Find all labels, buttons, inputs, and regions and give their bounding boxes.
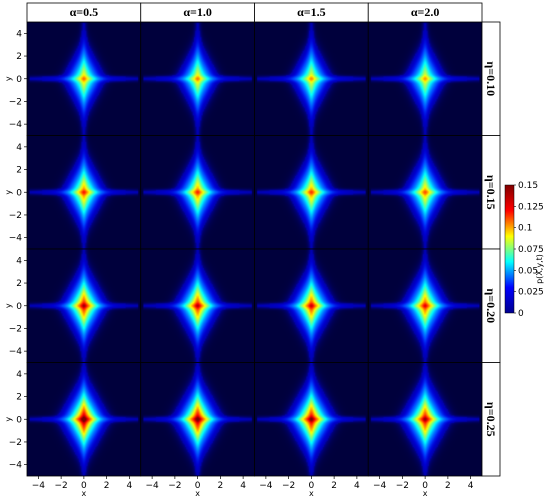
row-label: η=0.20 <box>484 288 498 323</box>
y-axis-label: y <box>4 190 13 195</box>
colorbar-bar <box>504 184 515 314</box>
heatmap-panel <box>254 362 369 476</box>
y-tick-label: 0 <box>16 188 22 198</box>
heatmap-panel <box>27 135 141 249</box>
x-tick-label: 0 <box>195 481 201 491</box>
y-tick-label: 0 <box>16 75 22 85</box>
colorbar-label: p(X,y,t) <box>535 254 544 284</box>
y-tick-label: −2 <box>9 211 22 221</box>
y-tick-label: 2 <box>16 52 22 62</box>
x-tick-label: −2 <box>54 481 67 491</box>
y-tick-label: −4 <box>9 234 23 244</box>
y-tick-label: −4 <box>9 347 23 357</box>
column-header-label: α=2.0 <box>411 5 440 19</box>
heatmap-panel <box>254 249 369 363</box>
row-label-box <box>481 362 501 477</box>
x-tick-label: −4 <box>32 481 46 491</box>
x-axis-label: x <box>309 489 314 497</box>
y-tick-label: −4 <box>9 461 23 471</box>
x-axis-label: x <box>195 489 200 497</box>
y-axis-label: y <box>4 303 13 308</box>
y-tick-label: 4 <box>16 370 22 380</box>
x-tick-label: 4 <box>468 481 474 491</box>
row-label: η=0.10 <box>484 61 498 96</box>
x-tick-label: 2 <box>218 481 224 491</box>
x-tick-label: −2 <box>396 481 409 491</box>
x-tick-label: 2 <box>104 481 110 491</box>
column-header-label: α=1.5 <box>297 5 326 19</box>
y-tick-label: 0 <box>16 302 22 312</box>
heatmap-panel <box>27 22 141 136</box>
column-headers: α=0.5 α=1.0 α=1.5 α=2.0 <box>26 2 483 23</box>
column-header-label: α=1.0 <box>183 5 212 19</box>
colorbar-tick-label: 0.125 <box>518 202 544 212</box>
heatmap-panel <box>368 22 482 136</box>
colorbar-tick-label: 0.025 <box>518 288 544 298</box>
y-tick-label: 2 <box>16 166 22 176</box>
heatmap-panel <box>140 22 255 136</box>
y-axis: −4 −2 0 2 4 y −4 −2 0 2 4 y −4 −2 0 2 4 y −4 −2 0 2 4 y <box>4 29 27 471</box>
y-tick-label: 2 <box>16 393 22 403</box>
x-axis-label: x <box>82 489 87 497</box>
heatmap-panel <box>368 249 482 363</box>
y-tick-label: 4 <box>16 256 22 266</box>
heatmap-panel <box>368 362 482 476</box>
x-tick-label: 2 <box>331 481 337 491</box>
row-label: η=0.25 <box>484 402 498 437</box>
colorbar-tick-label: 0.15 <box>518 181 538 191</box>
x-tick-label: 0 <box>81 481 87 491</box>
heatmap-panel <box>140 135 255 249</box>
x-tick-label: 0 <box>309 481 315 491</box>
y-tick-label: 0 <box>16 415 22 425</box>
x-tick-label: −4 <box>145 481 159 491</box>
heatmap-panel <box>140 362 255 476</box>
row-labels: η=0.10 η=0.15 η=0.20 η=0.25 <box>481 21 501 477</box>
heatmap-panel <box>368 135 482 249</box>
panel-grid <box>26 21 483 477</box>
x-tick-label: 4 <box>127 481 133 491</box>
heatmap-panel <box>254 135 369 249</box>
heatmap-panel <box>254 22 369 136</box>
y-tick-label: −4 <box>9 120 23 130</box>
colorbar-tick-label: 0 <box>518 309 524 319</box>
x-tick-label: −4 <box>259 481 273 491</box>
y-tick-label: 4 <box>16 143 22 153</box>
heatmap-panel <box>27 249 141 363</box>
y-tick-label: −2 <box>9 438 22 448</box>
y-tick-label: 2 <box>16 279 22 289</box>
colorbar-tick-label: 0.075 <box>518 245 544 255</box>
x-tick-label: 0 <box>422 481 428 491</box>
heatmap-panel <box>27 362 141 476</box>
y-axis-label: y <box>4 417 13 422</box>
x-tick-label: 2 <box>445 481 451 491</box>
x-tick-label: −2 <box>282 481 295 491</box>
x-tick-label: 4 <box>354 481 360 491</box>
x-tick-label: −2 <box>168 481 181 491</box>
x-axis-label: x <box>423 489 428 497</box>
y-tick-label: 4 <box>16 29 22 39</box>
row-label: η=0.15 <box>484 175 498 210</box>
column-header-box <box>367 2 483 23</box>
colorbar-tick-label: 0.1 <box>518 224 532 234</box>
heatmap-panel <box>140 249 255 363</box>
column-header-label: α=0.5 <box>70 5 99 19</box>
y-tick-label: −2 <box>9 97 22 107</box>
colorbar-tick-label: 0.05 <box>518 266 538 276</box>
colorbar: 0.15 0.125 0.1 0.075 0.05 0.025 0 p(X,y,t) <box>504 181 544 319</box>
x-tick-label: −4 <box>373 481 387 491</box>
x-axis: −4 −2 0 2 4 x −4 −2 0 2 4 x −4 −2 0 2 4 x −4 −2 0 2 4 x <box>32 476 474 497</box>
y-axis-label: y <box>4 76 13 81</box>
x-tick-label: 4 <box>240 481 246 491</box>
y-tick-label: −2 <box>9 324 22 334</box>
